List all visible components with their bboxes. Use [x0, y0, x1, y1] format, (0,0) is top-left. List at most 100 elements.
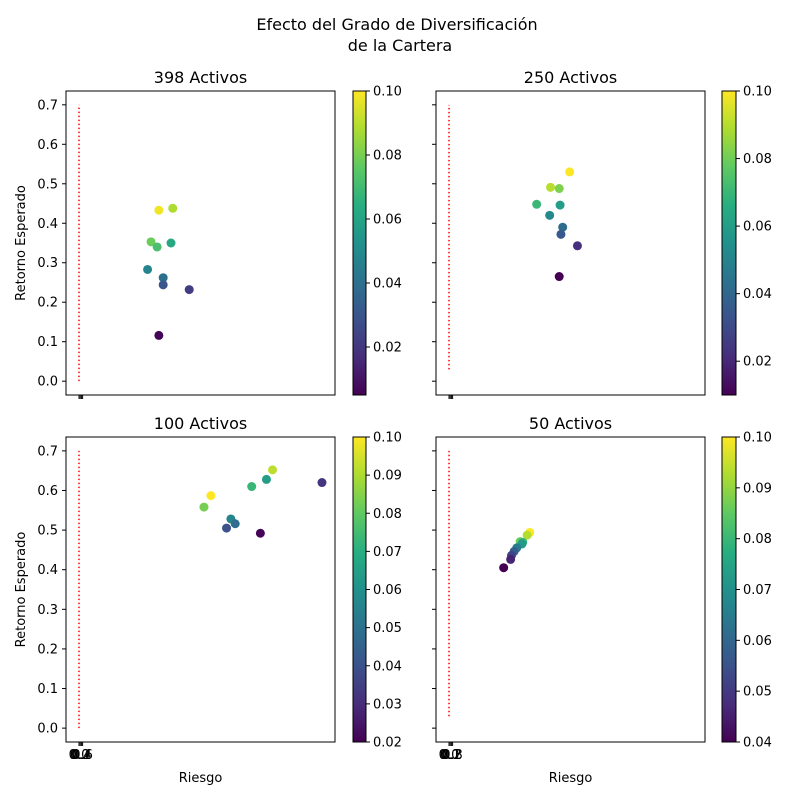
scatter-point	[152, 242, 162, 252]
scatter-point	[222, 523, 232, 533]
axes-frame	[435, 436, 706, 743]
scatter-point	[199, 502, 209, 512]
x-tick-label: 0.2	[70, 748, 91, 763]
scatter-point	[158, 280, 168, 290]
colorbar-tick-label: 0.08	[373, 149, 402, 164]
x-tick-label: 0.1	[440, 748, 461, 763]
scatter-point	[247, 482, 257, 492]
colorbar	[352, 90, 367, 396]
colorbar	[721, 436, 737, 743]
colorbar-tick-label: 0.02	[743, 355, 772, 370]
y-tick-label: 0.7	[37, 444, 58, 459]
colorbar-tick-label: 0.09	[373, 469, 402, 484]
x-tick-label: 0.4	[71, 748, 92, 763]
y-tick-label: 0.7	[37, 98, 58, 113]
scatter-point	[546, 182, 556, 192]
y-tick-label: 0.3	[37, 603, 58, 618]
y-tick-label: 0.1	[37, 682, 58, 697]
y-tick-label: 0.2	[37, 642, 58, 657]
colorbar-tick-label: 0.06	[743, 634, 772, 649]
panel-250-activos: 250 Activos 0.02 0.04 0.06 0.08 0.10	[432, 68, 772, 399]
scatter-point	[230, 519, 240, 529]
scatter-point	[554, 272, 564, 282]
scatter-point	[555, 200, 565, 210]
y-tick-label: 0.6	[37, 138, 58, 153]
colorbar	[721, 90, 737, 396]
colorbar-tick-label: 0.07	[743, 583, 772, 598]
colorbar-tick-label: 0.10	[373, 85, 402, 100]
colorbar-tick-label: 0.02	[373, 736, 402, 751]
panel-100-activos: 100 Activos 0.0 0.1 0.2 0.3 0.4 0.5 0.6 0.7 Retor…	[14, 414, 402, 786]
scatter-point	[532, 199, 542, 209]
subplot-title: 398 Activos	[154, 68, 247, 87]
y-tick-label: 0.5	[37, 177, 58, 192]
scatter-point	[545, 210, 555, 220]
scatter-point	[255, 528, 265, 538]
y-tick-label: 0.0	[37, 375, 58, 390]
y-tick-label: 0.6	[37, 484, 58, 499]
panel-398-activos: 398 Activos 0.0 0.1 0.2 0.3 0.4 0.5 0.6 0.7 Retor…	[14, 68, 402, 399]
colorbar-tick-label: 0.04	[373, 277, 402, 292]
figure-suptitle-line-2: de la Cartera	[348, 36, 452, 55]
colorbar-tick-label: 0.08	[373, 507, 402, 522]
scatter-point	[206, 491, 216, 501]
subplot-title: 50 Activos	[529, 414, 612, 433]
scatter-point	[168, 203, 178, 213]
y-tick-label: 0.4	[37, 217, 58, 232]
scatter-point	[143, 264, 153, 274]
colorbar-tick-label: 0.04	[373, 659, 402, 674]
x-axis-label: Riesgo	[549, 771, 593, 786]
x-tick-label: 0.3	[442, 748, 463, 763]
x-tick-label: 0.0	[69, 748, 90, 763]
colorbar-tick-label: 0.06	[373, 213, 402, 228]
scatter-point	[146, 237, 156, 247]
scatter-point	[554, 184, 564, 194]
colorbar-tick-label: 0.06	[373, 583, 402, 598]
colorbar-tick-label: 0.06	[743, 220, 772, 235]
scatter-point	[558, 222, 568, 232]
y-tick-label: 0.4	[37, 563, 58, 578]
colorbar-tick-label: 0.04	[743, 736, 772, 751]
colorbar-tick-label: 0.10	[373, 431, 402, 446]
scatter-point	[317, 478, 327, 488]
scatter-point	[166, 238, 176, 248]
colorbar-tick-label: 0.05	[373, 621, 402, 636]
scatter-point	[506, 554, 516, 564]
panel-50-activos: 50 Activos 0.00.10.20.3 Riesgo 0.04 0.05 0.06…	[432, 414, 772, 786]
scatter-point	[268, 465, 278, 475]
y-tick-label: 0.5	[37, 524, 58, 539]
scatter-point	[261, 474, 271, 484]
axes-frame	[65, 90, 336, 396]
scatter-point	[154, 205, 164, 215]
scatter-point	[499, 563, 509, 573]
x-tick-label: 0.2	[441, 748, 462, 763]
x-tick-label: 0.6	[72, 748, 93, 763]
colorbar-tick-label: 0.03	[373, 697, 402, 712]
y-tick-label: 0.0	[37, 722, 58, 737]
subplot-title: 100 Activos	[154, 414, 247, 433]
y-tick-label: 0.3	[37, 256, 58, 271]
scatter-point	[565, 167, 575, 177]
scatter-point	[572, 241, 582, 251]
subplot-title: 250 Activos	[524, 68, 617, 87]
colorbar-tick-label: 0.05	[743, 685, 772, 700]
scatter-point	[556, 229, 566, 239]
figure-suptitle-line-1: Efecto del Grado de Diversificación	[256, 15, 537, 34]
y-tick-label: 0.2	[37, 296, 58, 311]
scatter-point	[158, 273, 168, 283]
colorbar-tick-label: 0.09	[743, 481, 772, 496]
colorbar-tick-label: 0.04	[743, 287, 772, 302]
axes-frame	[435, 90, 706, 396]
y-tick-label: 0.1	[37, 335, 58, 350]
colorbar-tick-label: 0.02	[373, 341, 402, 356]
scatter-point	[154, 330, 164, 340]
colorbar-tick-label: 0.07	[373, 545, 402, 560]
x-axis-label: Riesgo	[179, 771, 223, 786]
y-axis-label: Retorno Esperado	[14, 185, 29, 301]
colorbar	[352, 436, 367, 743]
scatter-point	[184, 285, 194, 295]
colorbar-tick-label: 0.10	[743, 431, 772, 446]
colorbar-tick-label: 0.08	[743, 152, 772, 167]
axes-frame	[65, 436, 336, 743]
